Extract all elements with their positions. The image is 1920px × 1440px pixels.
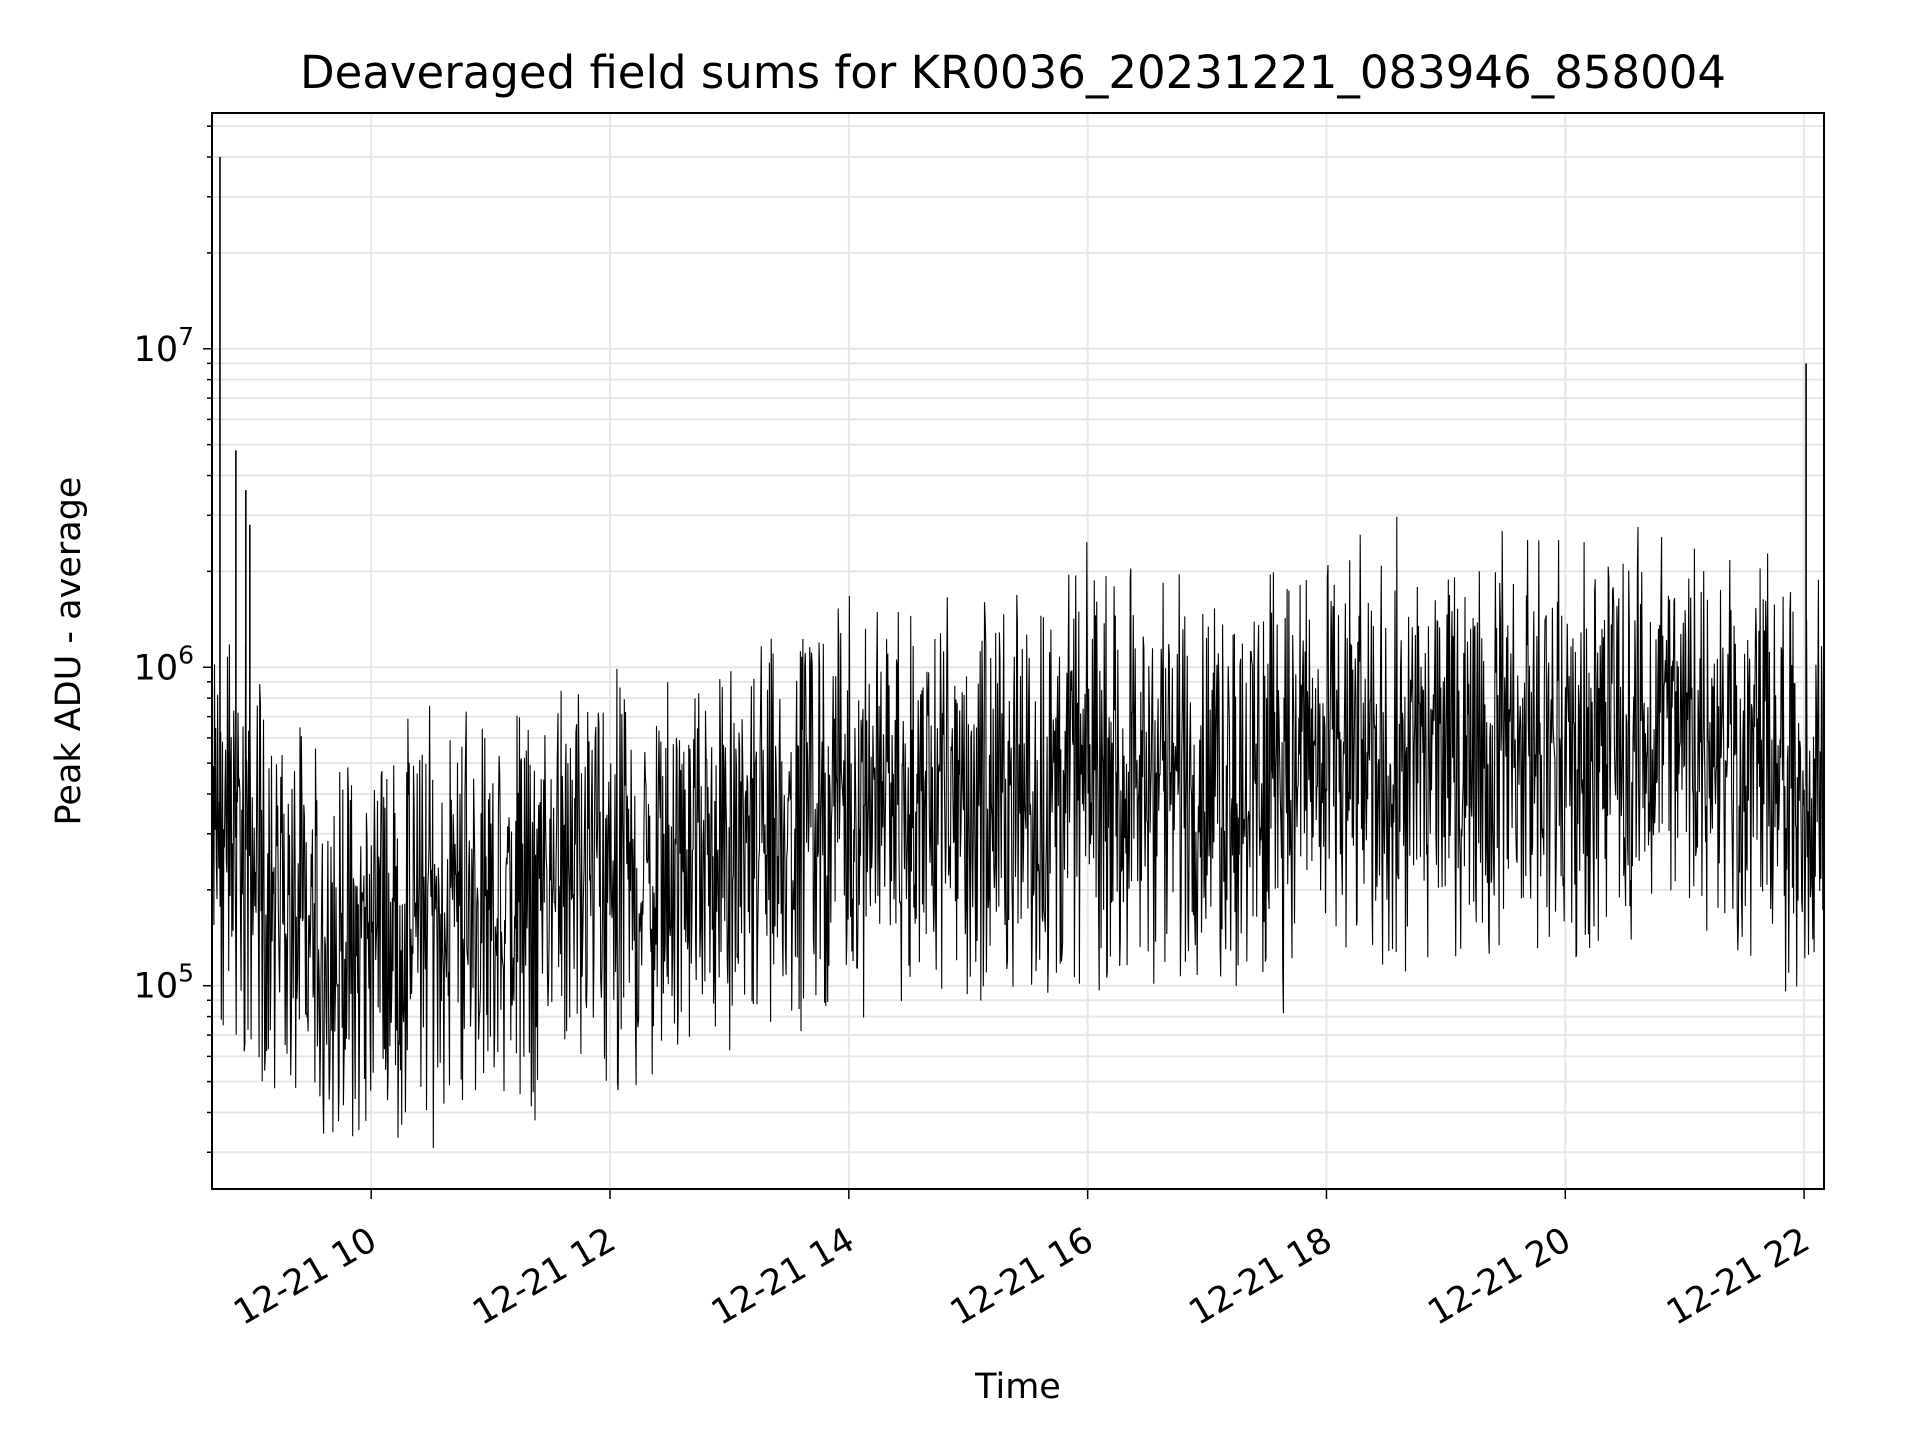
series-line [211,516,1825,1149]
y-tick-label: 106 [134,640,194,688]
y-axis-label: Peak ADU - average [49,477,89,826]
x-axis-label: Time [974,1367,1061,1407]
plot-area [211,157,1825,1149]
y-tick-label: 107 [134,322,194,370]
chart-title: Deaveraged field sums for KR0036_2023122… [300,46,1726,99]
plot-frame [211,112,1825,1190]
y-tick-label: 105 [134,959,194,1007]
